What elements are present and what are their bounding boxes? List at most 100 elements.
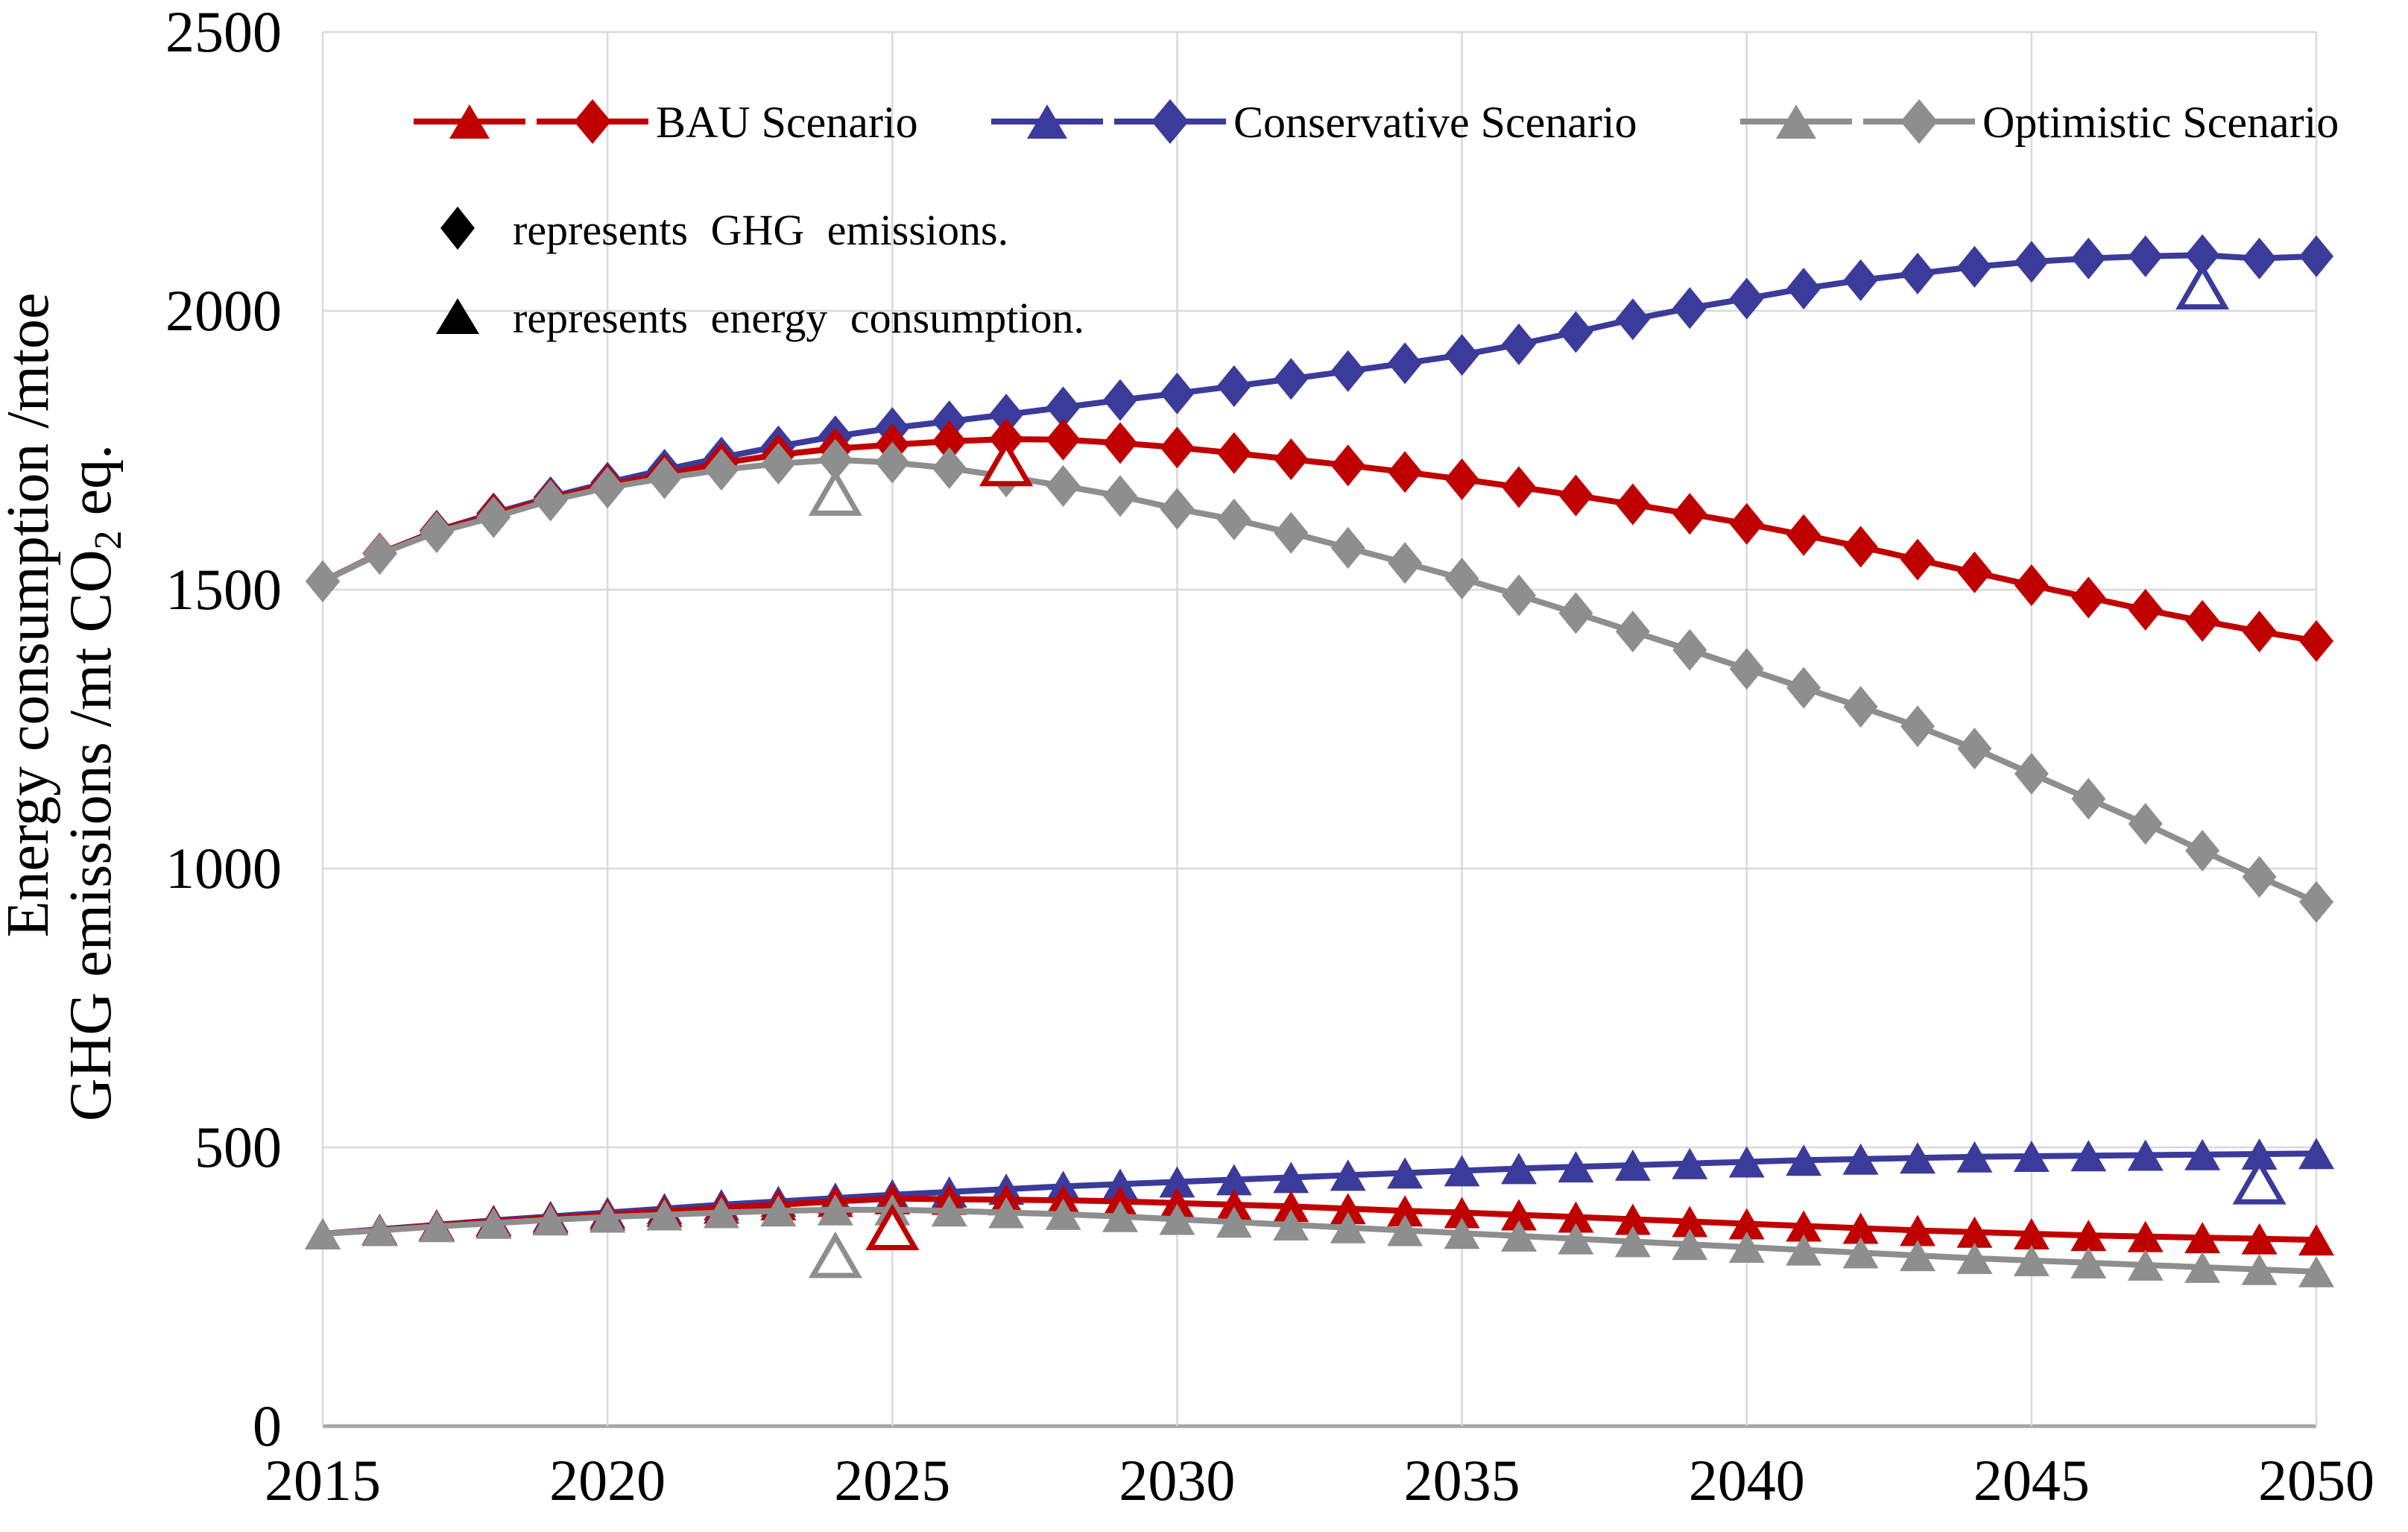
marker-diamond-optimistic-ghg [761,442,796,485]
marker-diamond-bau-ghg [1615,483,1650,526]
y-tick-label: 1000 [165,836,282,901]
marker-diamond-conservative-ghg [2071,237,2106,280]
marker-triangle-bau-energy [2184,1222,2221,1254]
marker-triangle-optimistic-energy [988,1197,1025,1229]
marker-diamond-optimistic-ghg [1046,464,1081,507]
marker-diamond-conservative-ghg [1900,252,1935,294]
marker-diamond-optimistic-ghg [306,560,340,602]
marker-diamond-bau-ghg [1216,432,1251,474]
marker-diamond-conservative-ghg [1160,372,1195,414]
x-tick-label: 2025 [834,1448,950,1513]
marker-triangle-conservative-energy [2013,1140,2050,1172]
marker-diamond-conservative-ghg [989,394,1024,436]
marker-triangle-conservative-energy [1672,1147,1708,1179]
marker-diamond-conservative-ghg [1444,334,1479,376]
marker-diamond-conservative-ghg [1615,298,1650,341]
marker-diamond-bau-ghg [1672,493,1707,535]
series-optimistic-energy [305,1194,2334,1287]
marker-triangle-optimistic-energy [760,1195,797,1227]
y-tick-label: 0 [253,1393,282,1458]
marker-triangle-optimistic-energy [361,1214,398,1246]
marker-triangle-optimistic-energy [1956,1242,1993,1274]
y-tick-label: 2000 [165,278,282,343]
marker-triangle-optimistic-energy [1501,1220,1537,1252]
marker-triangle-bau-energy [1501,1199,1537,1231]
marker-triangle-conservative-energy [1614,1149,1651,1181]
series-line-conservative-energy [322,1150,2317,1237]
marker-diamond-conservative-ghg [2242,237,2277,280]
marker-triangle-optimistic-energy [418,1211,455,1243]
x-tick-label: 2040 [1689,1448,1805,1513]
x-tick-label: 2020 [549,1448,666,1513]
marker-triangle-bau-energy [2127,1220,2164,1252]
marker-diamond-optimistic-ghg [419,511,454,553]
series-layer [305,234,2334,1287]
note-diamond-icon [440,207,475,250]
series-line-optimistic-ghg [321,456,2318,905]
marker-triangle-bau-energy [1786,1210,1822,1242]
marker-diamond-conservative-ghg [1388,342,1423,385]
marker-triangle-optimistic-energy [2298,1255,2334,1287]
x-tick-label: 2030 [1119,1448,1235,1513]
y-tick-label: 500 [195,1115,282,1179]
marker-diamond-bau-ghg [1786,514,1821,556]
marker-triangle-optimistic-energy [931,1195,967,1227]
marker-diamond-conservative-ghg [1330,350,1365,392]
marker-diamond-optimistic-ghg [818,438,853,481]
marker-diamond-optimistic-ghg [704,449,739,491]
marker-triangle-optimistic-energy [1900,1240,1935,1272]
marker-diamond-optimistic-ghg [590,467,625,509]
marker-triangle-optimistic-energy [1558,1223,1594,1255]
marker-diamond-optimistic-ghg [1558,592,1593,634]
marker-diamond-optimistic-ghg [647,457,682,499]
grid-layer [321,31,2318,1428]
marker-triangle-conservative-energy [1216,1164,1252,1196]
annotation-layer [808,262,2287,1279]
marker-triangle-optimistic-energy [2241,1253,2278,1285]
x-tick-label: 2045 [1974,1448,2090,1513]
marker-diamond-bau-ghg [1103,422,1137,464]
marker-triangle-conservative-energy [2070,1140,2107,1172]
legend-label-conservative: Conservative Scenario [1233,98,1637,147]
marker-triangle-optimistic-energy [1842,1237,1879,1269]
marker-diamond-optimistic-ghg [2128,803,2163,845]
legend: BAU Scenario Conservative Scenario Optim… [414,98,2339,342]
marker-diamond-conservative-ghg [1502,323,1536,365]
marker-diamond-optimistic-ghg [1103,475,1137,517]
annotation-open-triangle-bau-energy [865,1203,920,1250]
annotation-open-triangle-optimistic-energy [808,1231,862,1279]
marker-triangle-bau-energy [1558,1201,1594,1233]
y-axis-title-line2: GHG emissions /mt CO2 eq. [58,444,130,1121]
series-optimistic-ghg [306,438,2333,923]
legend-label-optimistic: Optimistic Scenario [1982,98,2339,147]
x-tick-label: 2050 [2258,1448,2374,1513]
marker-triangle-bau-energy [1900,1214,1935,1246]
marker-diamond-optimistic-ghg [1502,574,1536,617]
legend-diamond-icon [1151,99,1189,144]
marker-triangle-optimistic-energy [1672,1229,1708,1261]
marker-diamond-bau-ghg [989,418,1024,461]
marker-diamond-bau-ghg [1502,466,1536,508]
marker-triangle-bau-energy [2013,1217,2050,1249]
marker-triangle-optimistic-energy [2013,1244,2050,1276]
y-tick-label: 1500 [165,557,282,622]
x-tick-label: 2015 [265,1448,381,1513]
marker-diamond-bau-ghg [1330,444,1365,487]
marker-triangle-bau-energy [1159,1187,1195,1219]
marker-diamond-optimistic-ghg [1957,728,1992,770]
marker-diamond-optimistic-ghg [2014,752,2049,795]
marker-diamond-optimistic-ghg [2242,856,2277,898]
marker-diamond-conservative-ghg [1843,259,1878,301]
note-triangle-icon [436,298,479,334]
marker-diamond-bau-ghg [1388,451,1423,494]
marker-triangle-conservative-energy [1501,1153,1537,1185]
marker-diamond-conservative-ghg [1672,287,1707,330]
marker-triangle-optimistic-energy [1102,1200,1138,1232]
marker-triangle-conservative-energy [1786,1144,1822,1176]
marker-diamond-optimistic-ghg [1160,488,1195,530]
marker-triangle-conservative-energy [1842,1143,1879,1175]
marker-diamond-bau-ghg [2242,611,2277,653]
marker-triangle-optimistic-energy [2184,1251,2221,1283]
